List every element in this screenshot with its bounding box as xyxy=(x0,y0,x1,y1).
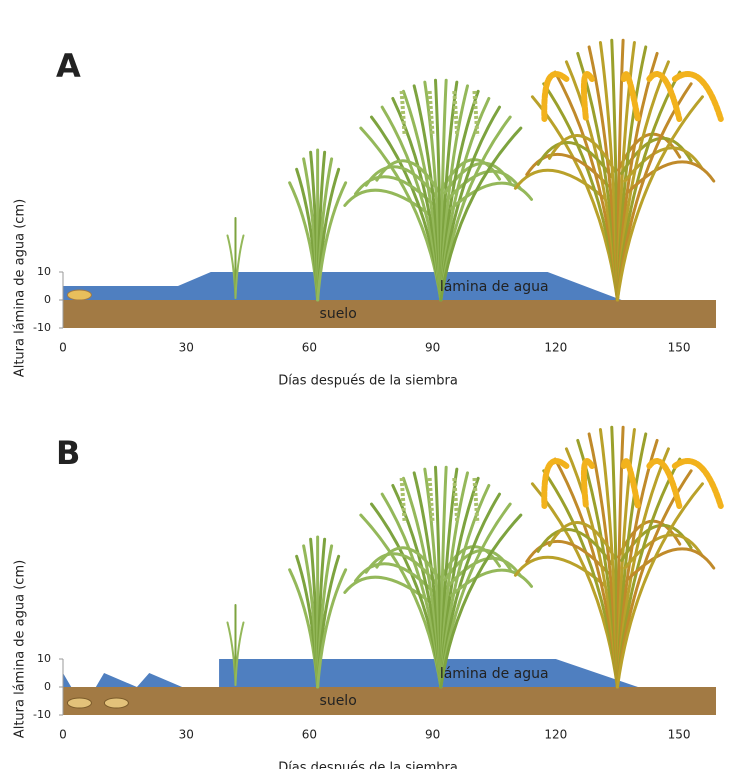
x-tick-label: 90 xyxy=(425,341,440,355)
leaf xyxy=(615,482,704,689)
leaf xyxy=(439,126,523,302)
rice-plant xyxy=(288,535,348,689)
y-tick-label: 0 xyxy=(44,293,51,306)
panicle xyxy=(427,477,435,524)
y-tick-label: 0 xyxy=(44,680,51,693)
water-label: lámina de agua xyxy=(440,279,549,295)
leaf xyxy=(316,568,348,689)
panicle xyxy=(580,71,595,122)
x-tick-label: 150 xyxy=(668,341,691,355)
leaf xyxy=(449,181,534,211)
leaf xyxy=(316,181,348,302)
rice-plant xyxy=(343,465,534,689)
leaf xyxy=(364,165,437,198)
seed xyxy=(66,697,92,709)
panicle xyxy=(541,71,570,122)
soil-label: suelo xyxy=(320,306,357,322)
y-axis-label: Altura lámina de agua (cm) xyxy=(13,199,28,377)
y-tick-label: 10 xyxy=(37,265,51,278)
leaf xyxy=(513,555,607,587)
leaf xyxy=(234,234,245,299)
x-axis-label: Días después de la siembra xyxy=(278,374,458,389)
leaf xyxy=(525,152,610,188)
leaf xyxy=(439,513,523,689)
panicle xyxy=(399,477,407,524)
leaf xyxy=(615,95,704,302)
panicle xyxy=(399,90,407,137)
y-tick-label: -10 xyxy=(33,321,51,334)
water-area xyxy=(63,659,638,687)
panicle xyxy=(646,71,683,122)
panicle xyxy=(452,477,460,524)
x-tick-label: 60 xyxy=(302,341,317,355)
panicle xyxy=(671,458,724,509)
panicle xyxy=(452,90,460,137)
panicle xyxy=(472,90,480,137)
soil-label: suelo xyxy=(320,693,357,709)
panicle xyxy=(541,458,570,509)
leaf xyxy=(536,140,613,179)
panicle xyxy=(580,458,595,509)
x-tick-label: 0 xyxy=(59,728,67,742)
rice-plant xyxy=(343,78,534,302)
leaf xyxy=(547,521,617,560)
x-tick-label: 90 xyxy=(425,728,440,742)
seed xyxy=(103,697,129,709)
panicle xyxy=(671,71,724,122)
rice-plant xyxy=(226,217,245,299)
y-tick-label: -10 xyxy=(33,708,51,721)
panel-label: B xyxy=(56,434,80,472)
leaf xyxy=(234,621,245,686)
leaf xyxy=(354,175,434,206)
panicle xyxy=(620,458,641,509)
y-tick-label: 10 xyxy=(37,652,51,665)
x-tick-label: 30 xyxy=(179,728,194,742)
leaf xyxy=(449,568,534,598)
leaf xyxy=(375,546,440,580)
panicle xyxy=(646,458,683,509)
leaf xyxy=(364,552,437,585)
x-axis-label: Días después de la siembra xyxy=(278,761,458,769)
plants xyxy=(226,38,724,302)
water-area xyxy=(63,272,622,300)
soil xyxy=(63,687,716,715)
leaf xyxy=(626,547,716,581)
rice-plant xyxy=(226,604,245,686)
x-tick-label: 120 xyxy=(544,728,567,742)
leaf xyxy=(354,562,434,593)
x-tick-label: 0 xyxy=(59,341,67,355)
panicle xyxy=(472,477,480,524)
panicle xyxy=(620,71,641,122)
leaf xyxy=(375,159,440,193)
panel-label: A xyxy=(56,47,81,85)
panicle xyxy=(427,90,435,137)
plants xyxy=(226,425,724,689)
seed xyxy=(66,289,92,301)
water-label: lámina de agua xyxy=(440,666,549,682)
leaf xyxy=(343,575,431,603)
leaf xyxy=(536,527,613,566)
leaf xyxy=(343,188,431,216)
leaf xyxy=(626,160,716,194)
rice-plant xyxy=(513,425,724,689)
leaf xyxy=(513,168,607,200)
x-tick-label: 60 xyxy=(302,728,317,742)
rice-plant xyxy=(513,38,724,302)
rice-plant xyxy=(288,148,348,302)
leaf xyxy=(525,539,610,575)
x-tick-label: 120 xyxy=(544,341,567,355)
soil xyxy=(63,300,716,328)
y-axis-label: Altura lámina de agua (cm) xyxy=(13,560,28,738)
x-tick-label: 150 xyxy=(668,728,691,742)
x-tick-label: 30 xyxy=(179,341,194,355)
leaf xyxy=(547,134,617,173)
